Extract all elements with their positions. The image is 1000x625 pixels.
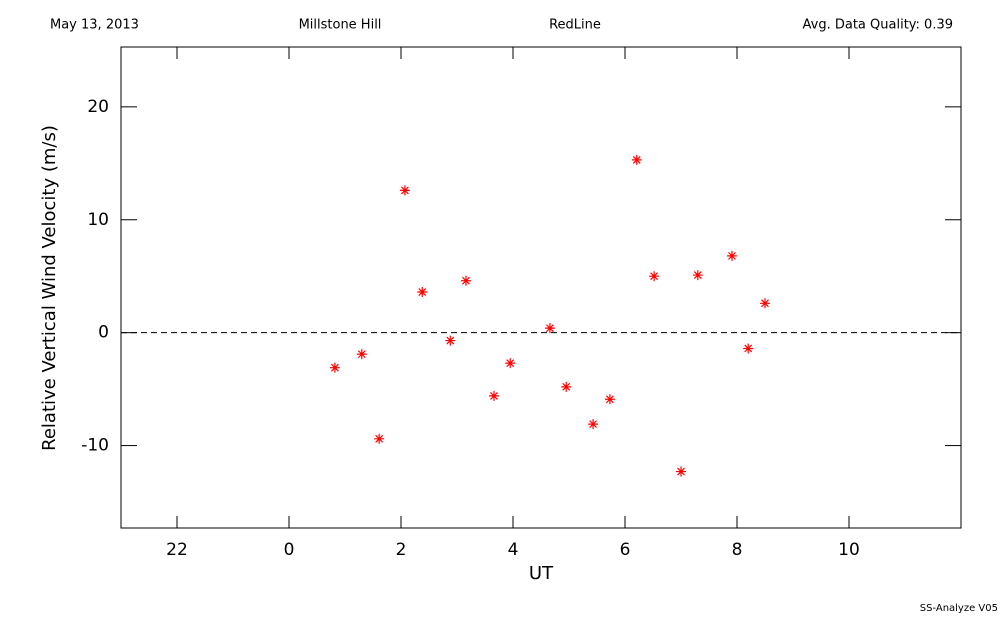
data-point [399,185,410,196]
data-point [374,433,385,444]
data-point [649,271,660,282]
y-tick-label: 10 [87,210,109,230]
instrument: RedLine [549,18,601,33]
x-tick-label: 0 [284,540,295,560]
plot-frame [120,46,962,529]
x-tick-label: 22 [166,540,188,560]
quality: Avg. Data Quality: 0.39 [803,18,953,33]
data-point [760,298,770,309]
x-tick-label: 6 [620,540,631,560]
data-point [726,250,737,261]
y-tick-label: -10 [81,436,109,456]
data-point [445,335,456,346]
x-tick-label: 10 [838,540,860,560]
data-point [561,381,572,392]
y-tick-label: 20 [87,97,109,117]
data-point [604,394,615,405]
x-axis-label: UT [529,563,554,584]
x-tick-label: 2 [396,540,407,560]
data-point [417,287,428,298]
data-point [588,419,599,430]
y-axis-label: Relative Vertical Wind Velocity (m/s) [39,125,60,451]
y-tick-label: 0 [98,323,109,343]
data-point [356,349,367,360]
data-point [544,323,555,334]
data-point [631,154,642,165]
data-point [505,358,516,369]
data-point [329,362,340,373]
x-tick-label: 4 [508,540,519,560]
data-point [676,466,686,477]
x-tick-label: 8 [732,540,743,560]
data-point [692,270,703,281]
site: Millstone Hill [299,18,382,33]
data-point [743,343,754,354]
data-point [460,275,471,286]
data-point [488,390,499,401]
footer: SS-Analyze V05 [920,603,998,614]
date: May 13, 2013 [50,18,139,33]
